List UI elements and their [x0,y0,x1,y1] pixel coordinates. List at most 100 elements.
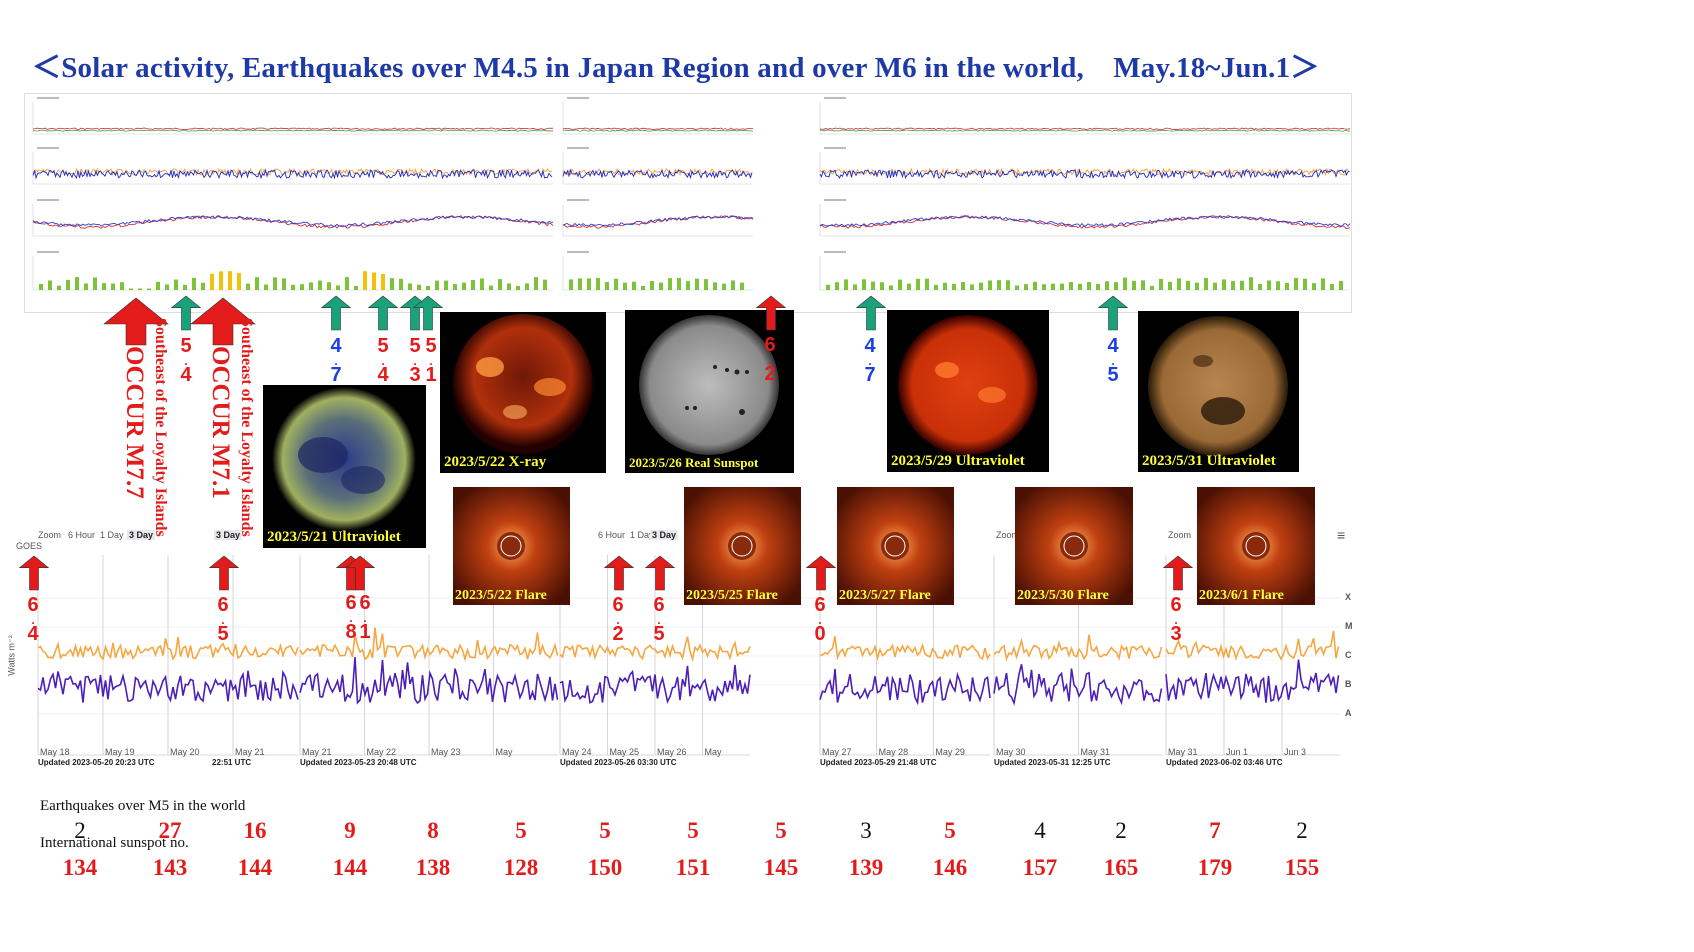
kp-bar [677,278,681,290]
sunspot-number: 157 [1022,855,1058,880]
kp-bar [614,278,618,290]
kp-bar [138,288,142,290]
x-tick-label: May [704,747,722,757]
kp-bar [1015,285,1019,290]
kp-bar [543,279,547,290]
kp-bar [1114,282,1118,290]
kp-bar [907,283,911,290]
mag-upper-6: 4.7 [864,335,876,386]
kp-bar [1087,281,1091,290]
y-axis-label: Watts m⁻² [6,635,17,676]
page-title: ＜Solar activity, Earthquakes over M4.5 i… [32,52,1320,84]
updated-timestamp: Updated 2023-05-26 03:30 UTC [560,758,677,767]
kp-bar [731,280,735,290]
kp-bar [1339,280,1343,290]
kp-bar [93,277,97,290]
kp-bar [713,282,717,290]
panel-label-mark [567,199,589,201]
kp-bar [408,283,412,290]
kp-bar [1042,284,1046,290]
mag-upper-2: 5.4 [377,335,389,386]
kp-bar [1024,284,1028,290]
photo-2023-5-26: 2023/5/26 Real Sunspot [625,310,794,473]
kp-bar [853,284,857,290]
sunspot-number: 151 [675,855,711,880]
kp-bar [569,279,573,290]
kp-bar [1006,280,1010,290]
x-tick-label: May 23 [431,747,461,757]
x-tick-label: May 21 [235,747,265,757]
kp-bar [1096,284,1100,290]
zoom-3day[interactable]: 3 Day [127,530,156,540]
kp-bar [659,282,663,290]
zoom-1day[interactable]: 1 Day [100,530,124,540]
xray-short-series [819,668,991,706]
flare-2023-5-22: 2023/5/22 Flare [453,487,570,605]
earthquake-count: 7 [1209,818,1221,843]
sunspot-number: 138 [415,855,451,880]
updated-timestamp: Updated 2023-05-23 20:48 UTC [300,758,417,767]
kp-bar [48,280,52,290]
xray-long-series [559,636,751,663]
kp-bar [318,280,322,290]
proton-flux-line-2 [32,129,554,132]
zoom-6hour[interactable]: 6 Hour [68,530,96,540]
goes-xray-chart [0,520,1360,770]
photo-caption: 2023/5/31 Ultraviolet [1142,453,1276,469]
kp-bar [1195,282,1199,290]
x-tick-label: May 26 [657,747,687,757]
kp-bar [489,285,493,290]
kp-bar [668,278,672,290]
hamburger-icon[interactable]: ≡ [1337,527,1346,543]
kp-bar [1078,283,1082,290]
kp-bar [111,283,115,290]
kp-bar [165,284,169,290]
goes-xray-svg [37,555,1340,756]
zoom-3day-c[interactable]: 3 Day [650,530,679,540]
kp-bar [1312,283,1316,290]
x-tick-label: May 27 [822,747,852,757]
photo-2023-5-22: 2023/5/22 X-ray [440,312,606,473]
panel-label-mark [567,147,589,149]
kp-bar [835,282,839,290]
kp-bar [246,283,250,290]
flux-class-label: B [1345,679,1352,689]
panel-label-mark [567,251,589,253]
mag-upper-3: 5.3 [409,335,421,386]
xray-short-series [37,669,299,703]
zoom-label-e: Zoom [996,530,1020,540]
zoom-label-f: Zoom [1168,530,1192,540]
xray-short-series [1165,659,1340,703]
kp-bar [228,271,232,290]
zoom-6hour-c[interactable]: 6 Hour [598,530,626,540]
kp-bar [704,279,708,290]
kp-bar [525,283,529,290]
kp-bar [1051,283,1055,290]
kp-bar [192,277,196,290]
proton-flux-line [562,127,754,130]
kp-bar [898,279,902,290]
flare-2023-5-30: 2023/5/30 Flare [1015,487,1133,605]
xray-short-series [993,664,1163,706]
xray-short-series [299,656,559,705]
kp-bar [264,284,268,290]
earthquake-count: 9 [344,818,356,843]
zoom-1day-c[interactable]: 1 Day [630,530,654,540]
sunspot-number: 146 [932,855,968,880]
kp-bar [336,285,340,290]
kp-bar [453,284,457,290]
kp-bar [943,282,947,290]
mag-lower-1: 6.5 [217,594,229,645]
x-tick-label: May 18 [40,747,70,757]
mag-upper-4: 5.1 [425,335,437,386]
earthquake-count: 3 [860,818,872,843]
kp-bar [498,279,502,290]
kp-bar [201,282,205,290]
zoom-3day-b[interactable]: 3 Day [214,530,243,540]
kp-bar [210,273,214,290]
kp-bar [1150,285,1154,290]
updated-timestamp: Updated 2023-05-29 21:48 UTC [820,758,937,767]
flux-class-label: M [1345,621,1353,631]
xray-long-series [819,636,991,662]
earthquake-count: 5 [944,818,956,843]
